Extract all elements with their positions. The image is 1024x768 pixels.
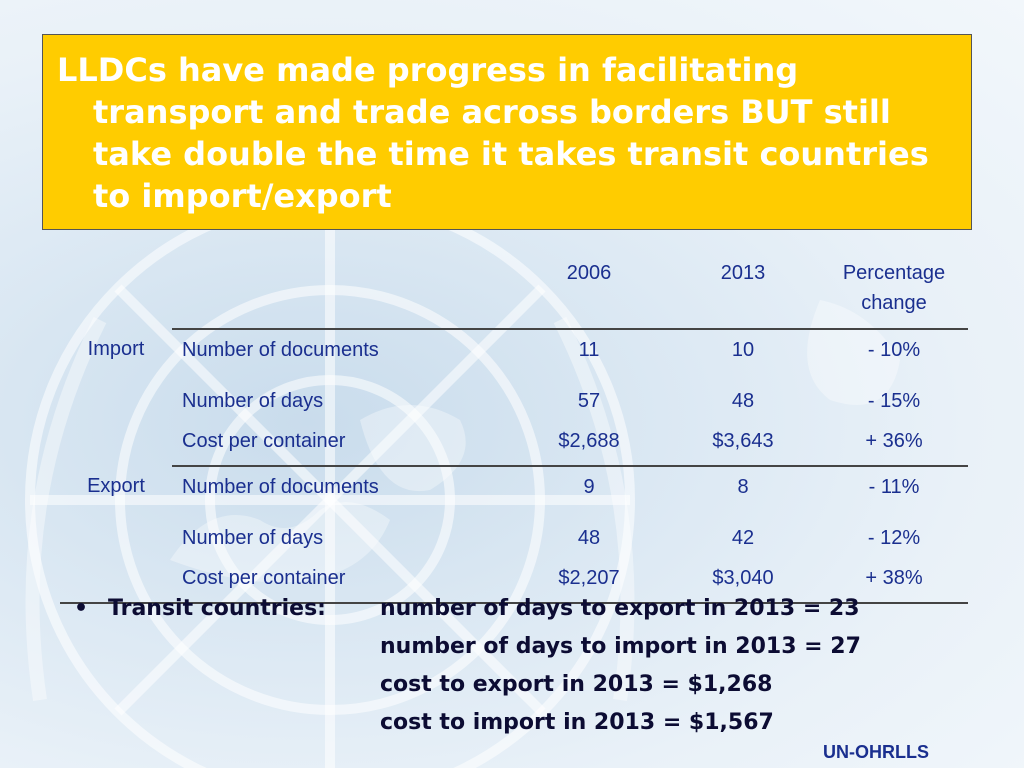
row-item: Cost per container (172, 566, 512, 604)
value-2013: 8 (666, 465, 820, 522)
value-2006: 11 (512, 328, 666, 385)
bullet-line: cost to import in 2013 = $1,567 (74, 704, 974, 742)
value-pct: - 11% (820, 465, 968, 522)
value-pct: + 36% (865, 430, 923, 452)
bullet-text: cost to export in 2013 = $1,268 (380, 672, 773, 697)
row-item: Number of documents (172, 465, 512, 522)
row-item: Number of days (182, 527, 324, 549)
header-percentage-change: Percentage change (842, 262, 946, 314)
transit-countries-bullet: • Transit countries: number of days to ex… (74, 590, 974, 742)
value-2006: $2,207 (512, 566, 666, 604)
bullet-text: cost to import in 2013 = $1,567 (380, 710, 774, 735)
value-pct: + 38% (820, 566, 968, 604)
value-pct: - 10% (820, 328, 968, 385)
table-row: Export Number of documents 9 8 - 11% (60, 465, 968, 522)
bullet-marker: • (74, 596, 89, 621)
value-2006: 57 (577, 390, 601, 412)
value-2013: $3,040 (666, 566, 820, 604)
bullet-text: number of days to export in 2013 = 23 (380, 596, 860, 621)
header-2013: 2013 (720, 262, 766, 284)
trade-facilitation-table: 2006 2013 Percentage change Import Numbe… (60, 250, 968, 604)
value-2013: 48 (731, 390, 755, 412)
value-2006: 48 (577, 527, 601, 549)
row-item: Cost per container (182, 430, 346, 452)
value-2013: $3,643 (712, 430, 774, 452)
table-header-row: 2006 2013 Percentage change (60, 250, 968, 329)
bullet-line: • Transit countries: number of days to ex… (74, 590, 974, 628)
table-row: Number of days 48 42 - 12% (60, 522, 968, 566)
bullet-text: number of days to import in 2013 = 27 (380, 634, 861, 659)
source-footer: UN-OHRLLS (823, 742, 929, 762)
value-2006: 9 (512, 465, 666, 522)
row-item: Number of days (182, 390, 324, 412)
title-banner: LLDCs have made progress in facilitating… (42, 34, 972, 230)
slide-title: LLDCs have made progress in facilitating… (57, 51, 929, 215)
bullet-label: Transit countries: (108, 596, 326, 621)
value-2006: $2,688 (558, 430, 620, 452)
row-item: Number of documents (172, 328, 512, 385)
bullet-line: cost to export in 2013 = $1,268 (74, 666, 974, 704)
table-row: Cost per container $2,207 $3,040 + 38% (60, 566, 968, 604)
value-pct: - 12% (867, 527, 921, 549)
table-row: Import Number of documents 11 10 - 10% (60, 328, 968, 385)
value-2013: 42 (731, 527, 755, 549)
table-row: Cost per container $2,688 $3,643 + 36% (60, 429, 968, 466)
table-row: Number of days 57 48 - 15% (60, 385, 968, 429)
value-2013: 10 (666, 328, 820, 385)
header-2006: 2006 (566, 262, 612, 284)
value-pct: - 15% (867, 390, 921, 412)
category-label: Export (87, 475, 145, 497)
bullet-line: number of days to import in 2013 = 27 (74, 628, 974, 666)
category-label: Import (87, 338, 145, 360)
